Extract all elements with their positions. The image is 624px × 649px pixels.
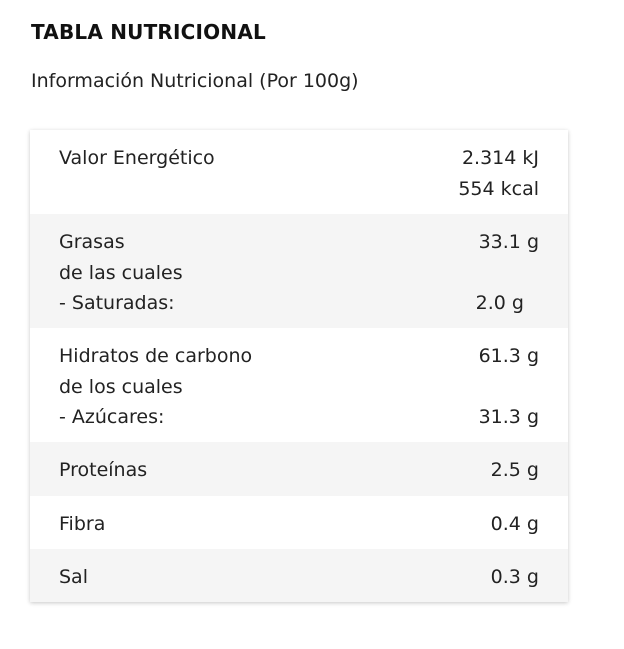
- row-value: 0.3 g: [490, 566, 539, 588]
- row-subvalue: 31.3 g: [478, 406, 539, 428]
- row-label: Fibra: [59, 513, 106, 535]
- page-subtitle: Información Nutricional (Por 100g): [31, 70, 359, 92]
- row-value: 2.5 g: [490, 459, 539, 481]
- page-title: TABLA NUTRICIONAL: [31, 20, 266, 44]
- row-label: Grasas: [59, 231, 125, 253]
- row-value: 61.3 g: [478, 345, 539, 367]
- row-value: 33.1 g: [478, 231, 539, 253]
- row-label: Valor Energético: [59, 147, 215, 169]
- nutrition-row-protein: Proteínas 2.5 g: [30, 442, 568, 496]
- nutrition-row-fats: Grasas de las cuales - Saturadas: 33.1 g…: [30, 214, 568, 328]
- row-value: 554 kcal: [458, 177, 539, 200]
- row-sublabel: de las cuales: [59, 261, 183, 284]
- nutrition-row-salt: Sal 0.3 g: [30, 549, 568, 602]
- row-value-spacer: [533, 258, 539, 289]
- nutrition-table: Valor Energético 2.314 kJ 554 kcal Grasa…: [30, 130, 568, 602]
- nutrition-row-fiber: Fibra 0.4 g: [30, 496, 568, 549]
- row-value: 2.314 kJ: [461, 147, 539, 169]
- row-value-spacer: [533, 372, 539, 403]
- row-label: Hidratos de carbono: [59, 345, 253, 367]
- row-label: Sal: [59, 566, 88, 588]
- row-sublabel: de los cuales: [59, 375, 183, 398]
- row-label: Proteínas: [59, 459, 148, 481]
- row-value: 0.4 g: [490, 513, 539, 535]
- nutrition-row-carbs: Hidratos de carbono de los cuales - Azúc…: [30, 328, 568, 442]
- row-sublabel: - Saturadas:: [59, 292, 175, 314]
- nutrition-row-energy: Valor Energético 2.314 kJ 554 kcal: [30, 130, 568, 214]
- row-sublabel: - Azúcares:: [59, 406, 165, 428]
- row-subvalue: 2.0 g: [475, 292, 524, 314]
